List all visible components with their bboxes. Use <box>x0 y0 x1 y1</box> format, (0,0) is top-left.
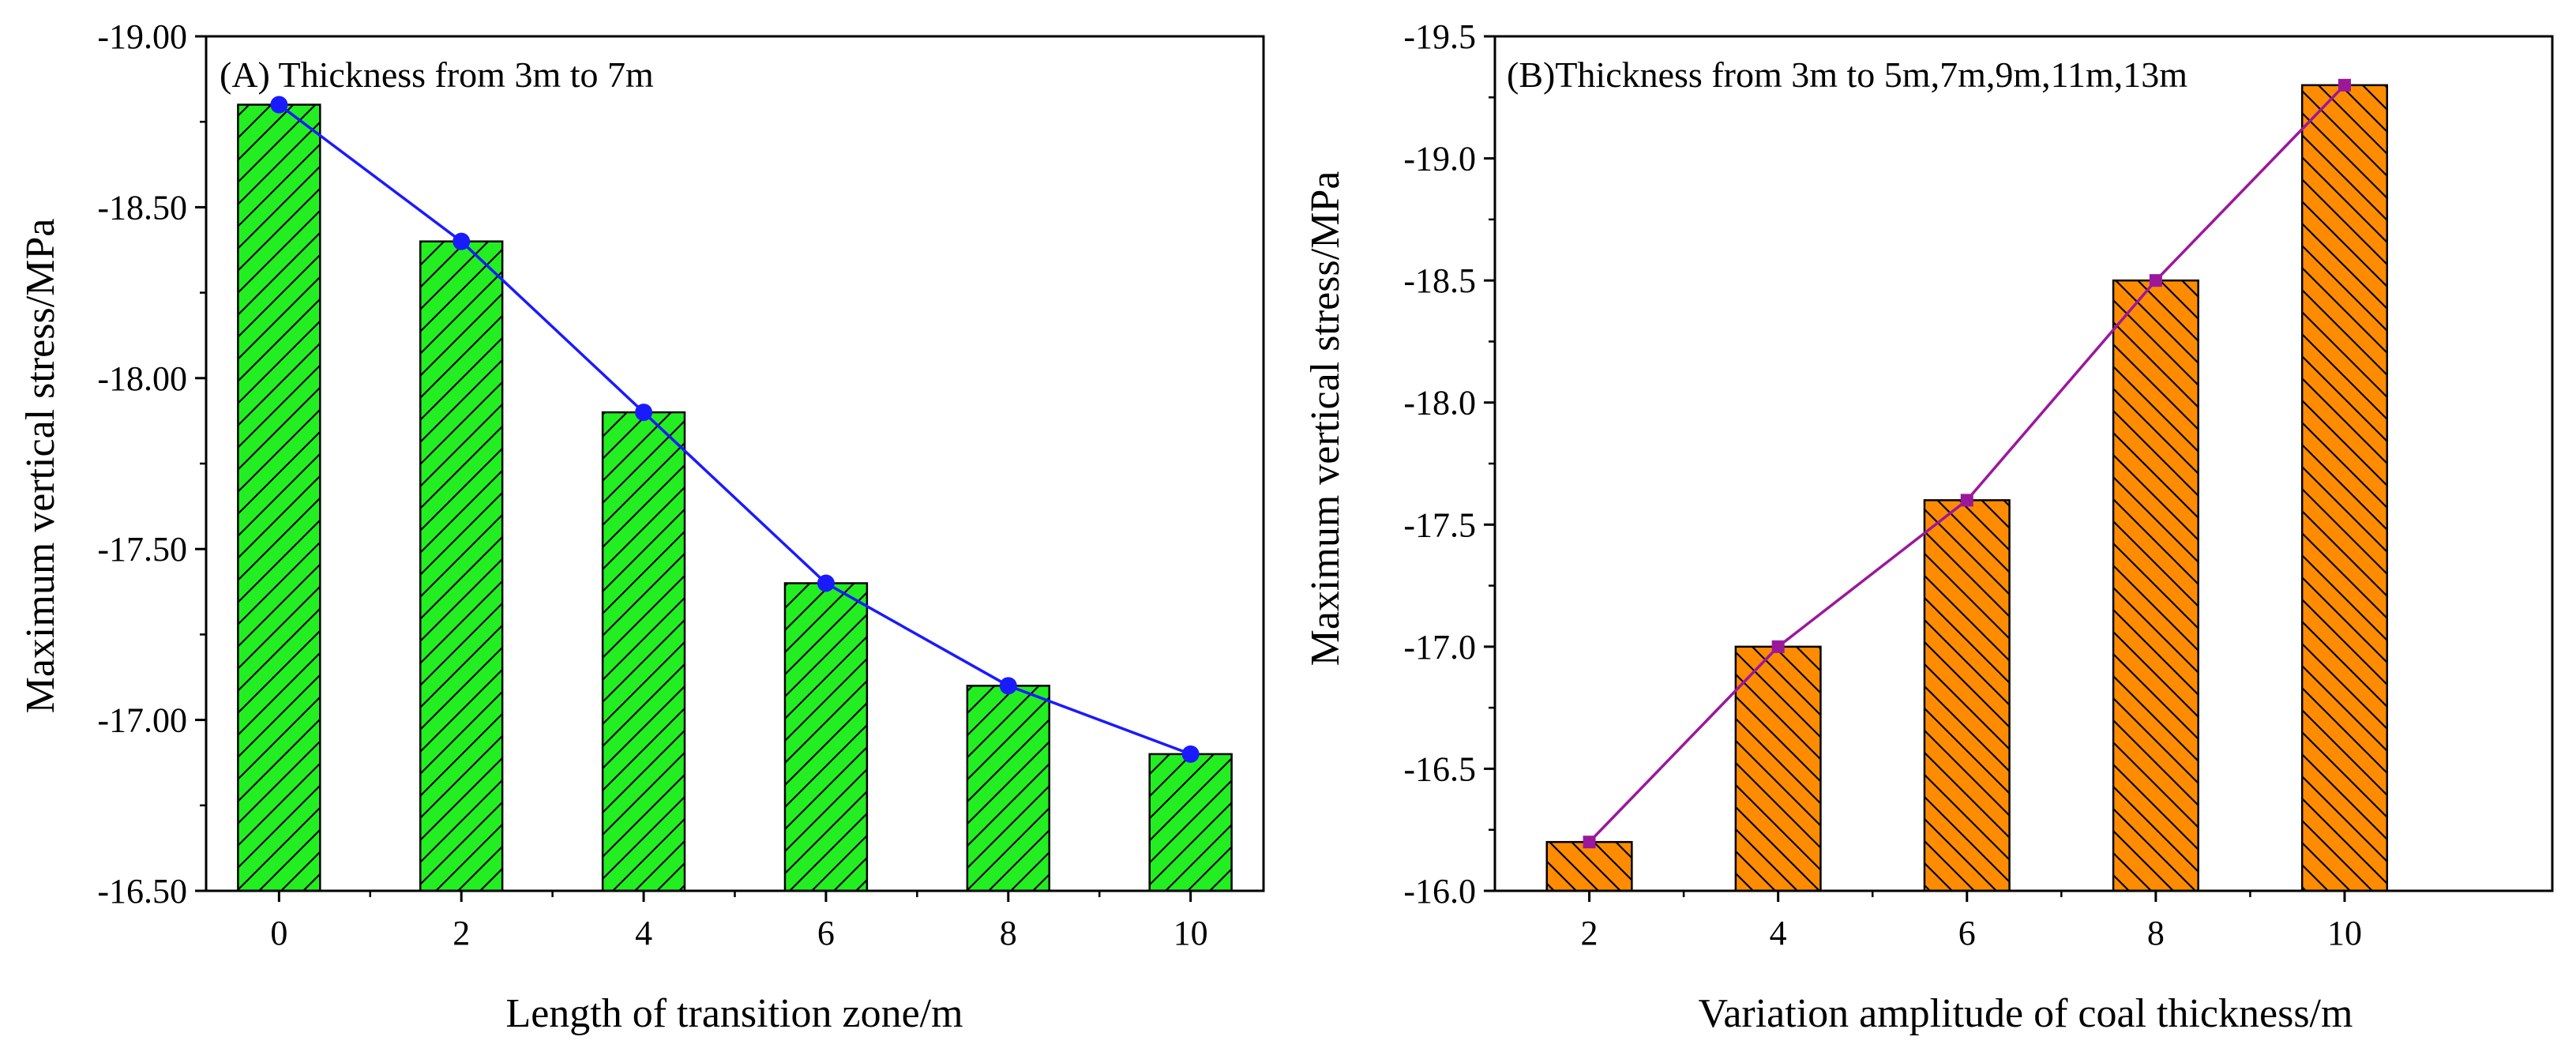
panel-a-x-tick-label: 8 <box>1000 914 1017 952</box>
panel-a-bar <box>601 411 686 892</box>
panel-b-bar <box>2112 279 2199 892</box>
panel-b-y-axis-label: Maximum vertical stress/MPa <box>1303 171 1348 667</box>
panel-a-bar-hatch <box>1148 753 1233 892</box>
panel-a-bar-hatch <box>966 685 1050 892</box>
panel-a-marker <box>270 96 288 114</box>
panel-b: -16.0 -16.5 -17.0 -17.5 -18.0 -18.5 -19.0 -19.5… <box>1303 17 2554 1036</box>
panel-b-y-tick-label: -18.0 <box>1403 384 1476 423</box>
panel-b-x-tick-label: 8 <box>2147 914 2165 952</box>
panel-b-y-tick-label: -19.5 <box>1403 17 1476 56</box>
panel-b-plot-frame <box>1493 35 2554 892</box>
panel-b-y-tick-label: -17.0 <box>1403 628 1476 667</box>
panel-a-bar <box>1148 753 1233 892</box>
panel-b-y-tick-label: -16.5 <box>1403 749 1476 788</box>
panel-a-x-tick-label: 0 <box>270 914 287 952</box>
panel-b-bar-hatch <box>2300 84 2389 892</box>
panel-a-series-line <box>278 103 1192 756</box>
panel-a-bar <box>783 582 869 892</box>
panel-b-marker <box>2149 274 2162 287</box>
panel-b-marker <box>1583 836 1596 849</box>
panel-b-x-axis-label: Variation amplitude of coal thickness/m <box>1699 991 2353 1036</box>
panel-a-marker <box>452 232 471 250</box>
panel-a-plot-frame <box>205 35 1265 892</box>
panel-a-bar <box>237 103 321 892</box>
panel-b-bar-hatch <box>1545 840 1633 892</box>
panel-b-bars <box>1545 84 2389 892</box>
panel-a-bar-hatch <box>783 582 869 892</box>
panel-a-y-axis-label: Maximum vertical stress/MPa <box>18 219 63 714</box>
panel-a-marker <box>817 574 835 592</box>
panel-a-marker <box>999 677 1017 695</box>
panel-b-x-tick-label: 10 <box>2327 914 2362 952</box>
panel-a-bar-hatch <box>237 103 321 892</box>
panel-a-x-tick-label: 2 <box>452 914 470 952</box>
panel-a-title: (A) Thickness from 3m to 7m <box>220 54 654 95</box>
panel-b-bar <box>1923 499 2011 892</box>
panel-b-axes: -16.0 -16.5 -17.0 -17.5 -18.0 -18.5 -19.0 -19.5… <box>1403 17 2554 952</box>
panel-a-y-tick-label: -16.50 <box>97 872 187 911</box>
panel-a-marker <box>635 404 653 422</box>
panel-b-bar <box>1734 645 1822 892</box>
panel-a-y-tick-label: -17.00 <box>97 701 187 740</box>
panel-b-y-tick-label: -17.5 <box>1403 505 1476 544</box>
panel-a-y-tick-label: -17.50 <box>97 530 187 569</box>
panel-b-bar <box>1545 840 1633 892</box>
panel-a-bar-hatch <box>419 240 504 892</box>
panel-a-bars <box>237 103 1233 892</box>
panel-a-bar <box>966 685 1050 892</box>
panel-a-bar <box>419 240 504 892</box>
panel-b-marker <box>1771 640 1785 653</box>
panel-a-marker <box>1181 745 1200 763</box>
panel-b-bar-hatch <box>1923 499 2011 892</box>
panel-a-x-tick-label: 10 <box>1173 914 1208 952</box>
panel-b-marker <box>2338 78 2351 92</box>
panel-a-y-tick-label: -19.00 <box>97 17 187 56</box>
panel-b-x-tick-label: 4 <box>1770 914 1787 952</box>
panel-a-x-tick-label: 6 <box>817 914 835 952</box>
panel-a-y-tick-label: -18.50 <box>97 188 187 227</box>
panel-b-x-tick-label: 2 <box>1581 914 1598 952</box>
panel-b-line-layer <box>1583 78 2351 849</box>
panel-a-line-layer <box>270 96 1200 763</box>
panel-a-bar-hatch <box>601 411 686 892</box>
panel-b-bar <box>2300 84 2389 892</box>
panel-a-y-tick-label: -18.00 <box>97 359 187 398</box>
panel-b-title: (B)Thickness from 3m to 5m,7m,9m,11m,13m <box>1507 54 2187 95</box>
panel-b-marker <box>1960 494 1973 507</box>
panel-a: -16.50 -17.00 -17.50 -18.00 -18.50 -19.00 0 2 4 6… <box>18 17 1265 1036</box>
panel-a-axes: -16.50 -17.00 -17.50 -18.00 -18.50 -19.00 0 2 4 6… <box>97 17 1265 952</box>
panel-b-bar-hatch <box>1734 645 1822 892</box>
panel-b-x-tick-label: 6 <box>1958 914 1976 952</box>
panel-a-x-axis-label: Length of transition zone/m <box>505 991 963 1036</box>
panel-a-x-tick-label: 4 <box>635 914 652 952</box>
panel-b-y-tick-label: -19.0 <box>1403 140 1476 178</box>
panel-b-y-tick-label: -18.5 <box>1403 261 1476 300</box>
panel-b-y-tick-label: -16.0 <box>1403 872 1476 911</box>
panel-b-bar-hatch <box>2112 279 2199 892</box>
